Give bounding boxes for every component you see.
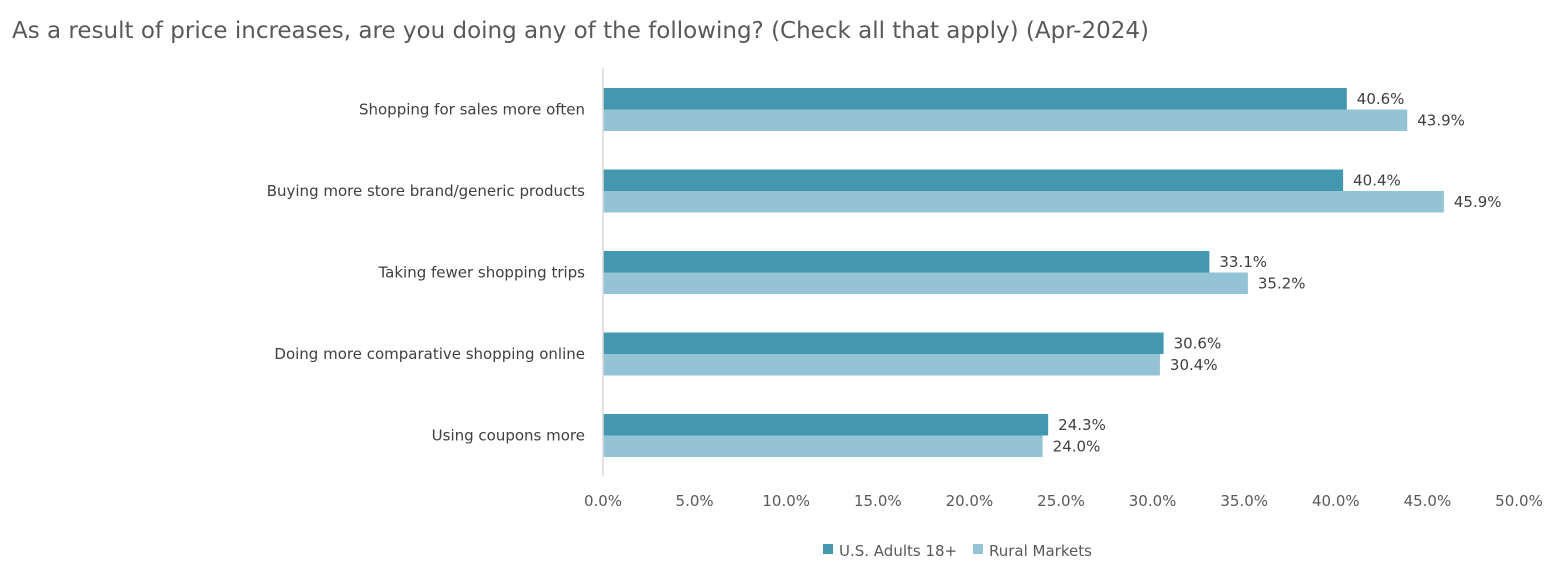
data-label: 30.4% bbox=[1170, 356, 1218, 374]
legend-label: Rural Markets bbox=[989, 542, 1092, 560]
bars-group: Shopping for sales more often 40.6% 43.9% B… bbox=[267, 88, 1502, 457]
x-tick-label: 0.0% bbox=[584, 492, 622, 510]
bar-us-adults bbox=[603, 169, 1344, 191]
bar-us-adults bbox=[603, 251, 1210, 273]
category-label: Using coupons more bbox=[432, 427, 585, 445]
x-tick-label: 50.0% bbox=[1495, 492, 1543, 510]
data-label: 40.6% bbox=[1357, 90, 1405, 108]
data-label: 33.1% bbox=[1219, 253, 1267, 271]
legend-swatch bbox=[823, 544, 833, 554]
data-label: 30.6% bbox=[1174, 335, 1222, 353]
data-label: 35.2% bbox=[1258, 275, 1306, 293]
bar-rural-markets bbox=[603, 272, 1248, 294]
bar-rural-markets bbox=[603, 191, 1444, 213]
x-axis-ticks: 0.0% 5.0% 10.0% 15.0% 20.0% 25.0% 30.0% 35.0% 40… bbox=[584, 492, 1543, 510]
data-label: 24.3% bbox=[1058, 416, 1106, 434]
x-tick-label: 45.0% bbox=[1404, 492, 1452, 510]
bar-us-adults bbox=[603, 88, 1347, 110]
x-tick-label: 35.0% bbox=[1220, 492, 1268, 510]
bar-rural-markets bbox=[603, 109, 1408, 131]
chart-title: As a result of price increases, are you … bbox=[12, 18, 1149, 44]
bar-us-adults bbox=[603, 414, 1049, 436]
bar-rural-markets bbox=[603, 354, 1160, 376]
bar-us-adults bbox=[603, 332, 1164, 354]
legend: U.S. Adults 18+ Rural Markets bbox=[823, 542, 1092, 560]
x-tick-label: 40.0% bbox=[1312, 492, 1360, 510]
category-label: Taking fewer shopping trips bbox=[377, 264, 585, 282]
category-label: Shopping for sales more often bbox=[359, 101, 585, 119]
x-tick-label: 30.0% bbox=[1129, 492, 1177, 510]
data-label: 43.9% bbox=[1417, 112, 1465, 130]
data-label: 24.0% bbox=[1053, 438, 1101, 456]
x-tick-label: 25.0% bbox=[1037, 492, 1085, 510]
bar-rural-markets bbox=[603, 435, 1043, 457]
x-tick-label: 15.0% bbox=[854, 492, 902, 510]
data-label: 40.4% bbox=[1353, 172, 1401, 190]
data-label: 45.9% bbox=[1454, 193, 1502, 211]
category-label: Buying more store brand/generic products bbox=[267, 182, 585, 200]
x-tick-label: 10.0% bbox=[762, 492, 810, 510]
category-label: Doing more comparative shopping online bbox=[274, 345, 585, 363]
legend-swatch bbox=[973, 544, 983, 554]
x-tick-label: 20.0% bbox=[946, 492, 994, 510]
legend-label: U.S. Adults 18+ bbox=[839, 542, 957, 560]
x-tick-label: 5.0% bbox=[676, 492, 714, 510]
